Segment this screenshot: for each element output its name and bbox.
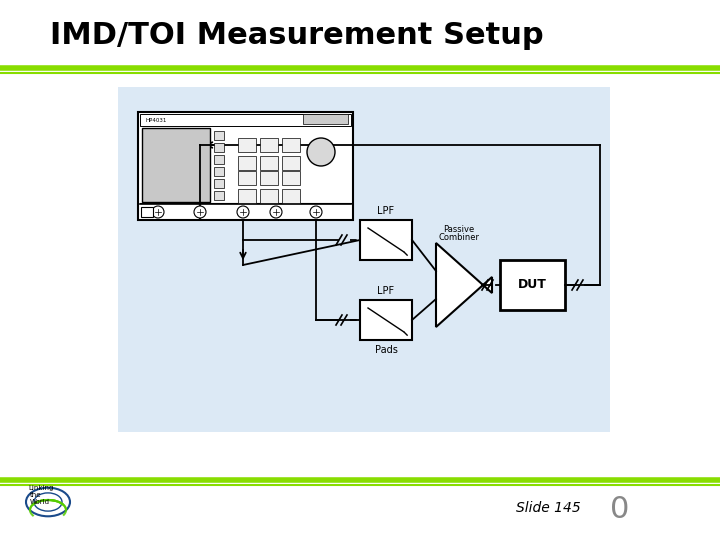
Text: LPF: LPF xyxy=(377,206,395,216)
Text: Slide 145: Slide 145 xyxy=(516,501,580,515)
Text: Combiner: Combiner xyxy=(438,233,480,241)
Bar xyxy=(260,156,278,170)
Bar xyxy=(282,156,300,170)
Text: Linking: Linking xyxy=(28,485,53,491)
Text: HP4031: HP4031 xyxy=(146,118,167,123)
Circle shape xyxy=(237,206,249,218)
Bar xyxy=(238,138,256,152)
Bar xyxy=(260,138,278,152)
Text: LPF: LPF xyxy=(377,286,395,296)
Bar xyxy=(214,131,224,140)
Bar xyxy=(238,171,256,185)
Text: Pads: Pads xyxy=(374,345,397,355)
Bar xyxy=(282,189,300,203)
Text: IMD/TOI Measurement Setup: IMD/TOI Measurement Setup xyxy=(50,21,544,50)
Text: World: World xyxy=(30,499,50,505)
Bar xyxy=(140,114,351,126)
Bar xyxy=(141,207,153,217)
Circle shape xyxy=(194,206,206,218)
Circle shape xyxy=(310,206,322,218)
Bar xyxy=(214,167,224,176)
Bar xyxy=(238,189,256,203)
Bar xyxy=(238,156,256,170)
Bar xyxy=(142,128,210,202)
Bar xyxy=(282,171,300,185)
Bar xyxy=(214,143,224,152)
Bar xyxy=(260,189,278,203)
Bar xyxy=(214,155,224,164)
Bar xyxy=(282,138,300,152)
Circle shape xyxy=(270,206,282,218)
Bar xyxy=(214,179,224,188)
Bar xyxy=(118,87,610,432)
Text: Passive: Passive xyxy=(444,225,474,233)
Text: DUT: DUT xyxy=(518,279,546,292)
Circle shape xyxy=(152,206,164,218)
Bar xyxy=(214,191,224,200)
Text: the: the xyxy=(30,492,42,498)
Text: 0: 0 xyxy=(611,496,630,524)
Polygon shape xyxy=(436,243,492,327)
Bar xyxy=(360,220,412,260)
Bar xyxy=(260,171,278,185)
Bar xyxy=(138,112,353,220)
Circle shape xyxy=(307,138,335,166)
Bar xyxy=(500,260,565,310)
Bar xyxy=(303,114,348,124)
Bar xyxy=(360,300,412,340)
